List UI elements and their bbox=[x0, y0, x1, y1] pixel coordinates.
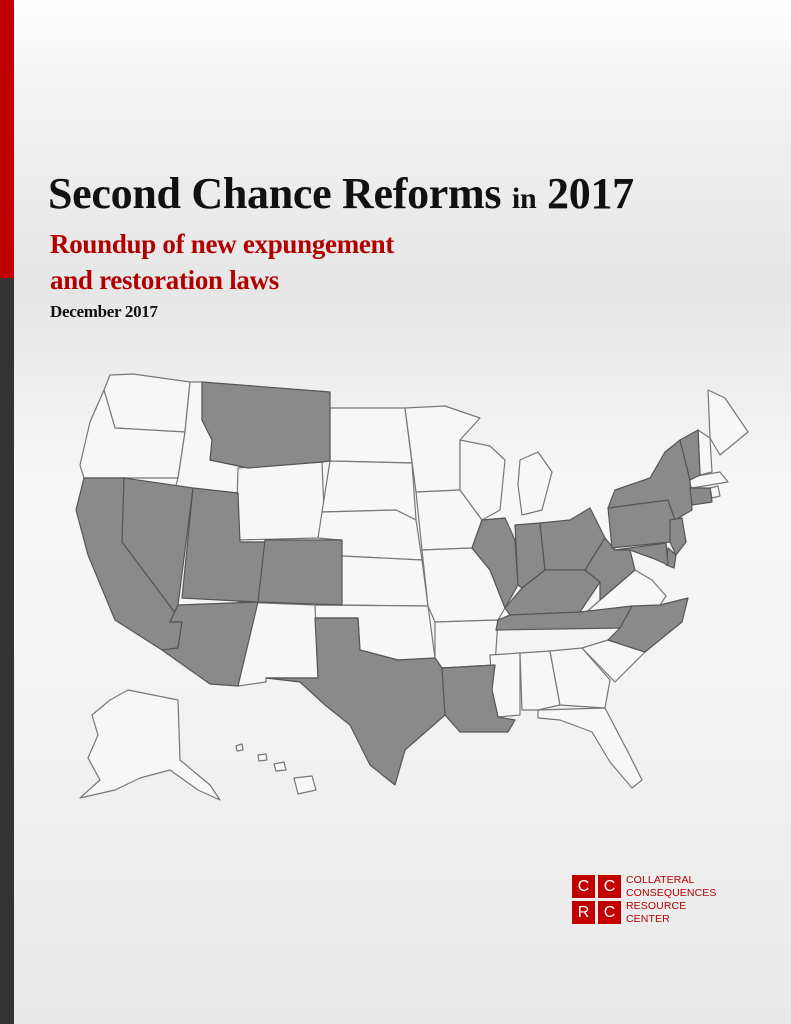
logo-line-1: COLLATERAL bbox=[626, 874, 695, 886]
logo-wordmark: COLLATERAL CONSEQUENCES RESOURCE CENTER bbox=[626, 874, 716, 926]
state-vermont bbox=[679, 429, 701, 481]
state-arizona bbox=[161, 601, 259, 687]
state-alaska bbox=[79, 689, 221, 801]
state-louisiana bbox=[441, 664, 516, 733]
logo-line-2: CONSEQUENCES bbox=[626, 887, 717, 899]
title-main: Second Chance Reforms bbox=[48, 169, 502, 218]
state-oregon bbox=[79, 389, 186, 479]
state-hawaii-4 bbox=[293, 775, 317, 795]
title-year: 2017 bbox=[547, 169, 634, 218]
ccrc-logo: C C R C COLLATERAL CONSEQUENCES RESOURCE… bbox=[570, 873, 730, 931]
title-connector: in bbox=[511, 182, 537, 215]
report-title: Second Chance Reforms in 2017 bbox=[48, 168, 634, 219]
logo-tile-1: C bbox=[572, 875, 595, 898]
logo-tile-3: R bbox=[572, 901, 595, 924]
state-hawaii-2 bbox=[257, 753, 268, 762]
logo-tile-2: C bbox=[598, 875, 621, 898]
accent-bar-red bbox=[0, 0, 14, 278]
state-maryland bbox=[614, 542, 669, 566]
state-maine bbox=[707, 389, 749, 456]
state-wyoming bbox=[235, 461, 325, 541]
state-michigan bbox=[517, 451, 553, 516]
report-subtitle: Roundup of new expungement and restorati… bbox=[50, 226, 394, 298]
accent-bar-dark bbox=[0, 278, 14, 1024]
subtitle-line-2: and restoration laws bbox=[50, 265, 280, 295]
logo-line-4: CENTER bbox=[626, 913, 670, 925]
state-texas bbox=[265, 617, 446, 786]
state-connecticut bbox=[689, 487, 713, 506]
us-states-map bbox=[75, 373, 749, 801]
state-north-dakota bbox=[329, 407, 413, 464]
subtitle-line-1: Roundup of new expungement bbox=[50, 229, 395, 259]
state-florida bbox=[537, 707, 643, 789]
state-alabama bbox=[519, 650, 561, 711]
state-arkansas bbox=[434, 619, 499, 669]
logo-tile-4: C bbox=[598, 901, 621, 924]
state-illinois bbox=[471, 517, 519, 609]
state-west-virginia bbox=[584, 537, 636, 601]
state-colorado bbox=[257, 539, 343, 606]
state-hawaii-3 bbox=[273, 761, 287, 772]
state-kansas bbox=[339, 555, 429, 607]
state-new-jersey bbox=[669, 517, 687, 556]
state-montana bbox=[201, 381, 331, 469]
report-date: December 2017 bbox=[50, 302, 158, 321]
state-hawaii-1 bbox=[235, 743, 244, 752]
state-north-carolina bbox=[607, 597, 689, 653]
state-georgia bbox=[549, 647, 611, 709]
state-wisconsin bbox=[459, 439, 506, 521]
logo-line-3: RESOURCE bbox=[626, 900, 687, 912]
state-washington bbox=[103, 373, 191, 433]
